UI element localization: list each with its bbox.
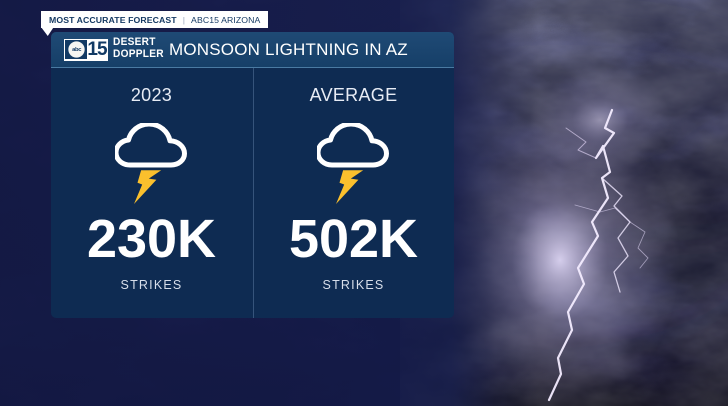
svg-text:abc: abc [72, 47, 82, 53]
